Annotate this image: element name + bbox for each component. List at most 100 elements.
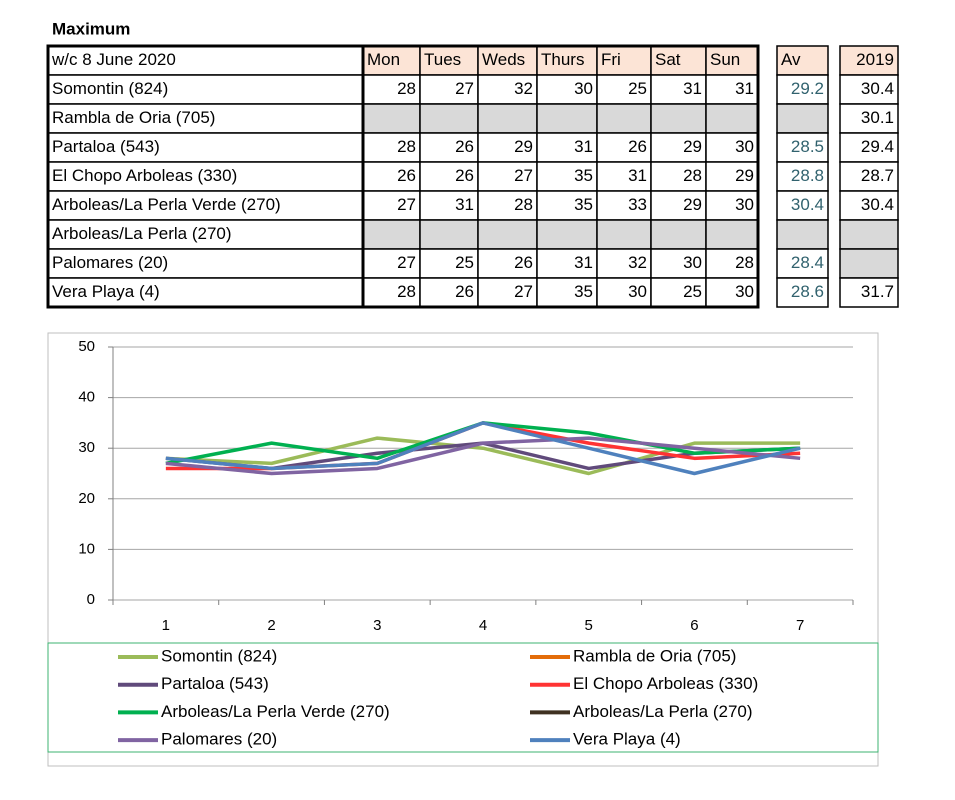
prev-value: 29.4 [861, 137, 894, 156]
value: 30 [628, 282, 647, 301]
row-name: Partaloa (543) [52, 137, 160, 156]
legend-label: Palomares (20) [161, 730, 277, 749]
header-day: Thurs [541, 50, 584, 69]
value: 28 [397, 79, 416, 98]
legend-label: Somontin (824) [161, 646, 277, 665]
prev-cell [839, 277, 899, 308]
value-cell [705, 248, 759, 279]
value: 30 [574, 79, 593, 98]
value: 27 [455, 79, 474, 98]
row-cell [47, 190, 364, 221]
value: 30 [683, 253, 702, 272]
prev-value: 28.7 [861, 166, 894, 185]
value: 31 [683, 79, 702, 98]
value-cell [705, 103, 759, 134]
value: 26 [455, 137, 474, 156]
header-cell [419, 45, 479, 76]
value-cell [705, 219, 759, 250]
header-day: Fri [601, 50, 621, 69]
value: 35 [574, 282, 593, 301]
value: 29 [514, 137, 533, 156]
value-cell [705, 277, 759, 308]
series-line [165, 421, 801, 476]
row-name: Arboleas/La Perla Verde (270) [52, 195, 281, 214]
header-day: Mon [367, 50, 400, 69]
av-cell [776, 74, 829, 105]
chart-frame [47, 332, 879, 767]
series-line [165, 436, 801, 476]
row-name: Somontin (824) [52, 79, 168, 98]
header-av: Av [781, 50, 801, 69]
prev-cell [839, 74, 899, 105]
row-cell [47, 277, 364, 308]
value-cell [477, 103, 538, 134]
value: 25 [683, 282, 702, 301]
value: 26 [628, 137, 647, 156]
value: 30 [735, 137, 754, 156]
x-tick-label: 2 [267, 617, 275, 634]
value-cell [362, 219, 421, 250]
title: Maximum [52, 19, 130, 38]
value: 32 [628, 253, 647, 272]
value: 31 [574, 253, 593, 272]
value-cell [650, 74, 707, 105]
value: 29 [735, 166, 754, 185]
header-cell [650, 45, 707, 76]
legend-label: Arboleas/La Perla (270) [573, 702, 753, 721]
value-cell [419, 219, 479, 250]
value-cell [705, 74, 759, 105]
value: 28 [514, 195, 533, 214]
y-tick-label: 10 [78, 540, 95, 557]
header-day: Sun [710, 50, 740, 69]
x-tick-label: 6 [690, 617, 698, 634]
value: 35 [574, 166, 593, 185]
value-cell [596, 219, 652, 250]
legend-label: El Chopo Arboleas (330) [573, 674, 758, 693]
av-value: 28.6 [791, 282, 824, 301]
value: 25 [628, 79, 647, 98]
value: 26 [397, 166, 416, 185]
row-name: Rambla de Oria (705) [52, 108, 215, 127]
row-cell [47, 219, 364, 250]
value-cell [419, 248, 479, 279]
header-day: Tues [424, 50, 461, 69]
value-cell [477, 219, 538, 250]
legend-label: Arboleas/La Perla Verde (270) [161, 702, 390, 721]
value: 27 [397, 253, 416, 272]
value: 33 [628, 195, 647, 214]
value: 30 [735, 282, 754, 301]
prev-cell [839, 190, 899, 221]
value-cell [650, 277, 707, 308]
prev-cell [839, 219, 899, 250]
value: 30 [735, 195, 754, 214]
av-value: 28.8 [791, 166, 824, 185]
value: 31 [455, 195, 474, 214]
value: 31 [574, 137, 593, 156]
y-tick-label: 20 [78, 490, 95, 507]
prev-value: 30.4 [861, 79, 894, 98]
value: 28 [735, 253, 754, 272]
av-value: 30.4 [791, 195, 824, 214]
av-value: 29.2 [791, 79, 824, 98]
row-name: Arboleas/La Perla (270) [52, 224, 232, 243]
value-cell [362, 190, 421, 221]
av-cell [776, 277, 829, 308]
value: 35 [574, 195, 593, 214]
value-cell [419, 103, 479, 134]
value-cell [419, 161, 479, 192]
header-day: Sat [655, 50, 681, 69]
value: 28 [397, 137, 416, 156]
value-cell [650, 219, 707, 250]
row-name: Vera Playa (4) [52, 282, 160, 301]
value: 31 [735, 79, 754, 98]
value: 28 [397, 282, 416, 301]
value-cell [705, 161, 759, 192]
y-tick-label: 30 [78, 439, 95, 456]
value-cell [596, 103, 652, 134]
value-cell [596, 161, 652, 192]
value: 31 [628, 166, 647, 185]
value: 27 [514, 282, 533, 301]
value: 29 [683, 195, 702, 214]
value-cell [536, 103, 598, 134]
